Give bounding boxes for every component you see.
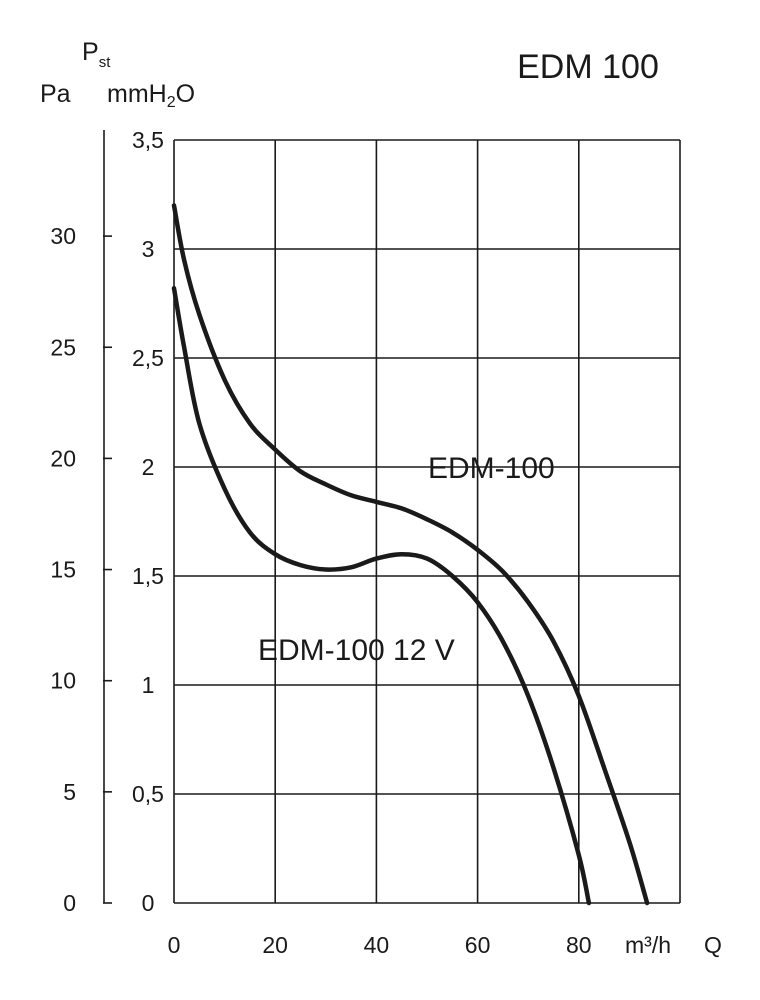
right-axis-tick-label: 1,5 xyxy=(132,563,164,589)
right-axis-tick-label: 3,5 xyxy=(132,127,164,153)
right-axis-ticks: 0 0,5 1 1,5 2 2,5 3 3,5 xyxy=(132,127,164,916)
x-axis-unit: m³/h xyxy=(625,932,671,958)
grid-layer xyxy=(173,139,681,904)
y-axis-right-unit-sub: 2 xyxy=(167,94,176,111)
y-axis-right-unit-prefix: mmH xyxy=(107,80,167,108)
left-axis: 0 5 10 15 20 25 30 xyxy=(50,130,112,916)
y-axis-label-sub: st xyxy=(99,54,112,71)
x-axis-tick-label: 0 xyxy=(168,932,181,958)
x-axis-tick-label: 40 xyxy=(364,932,390,958)
y-axis-right-unit-suffix: O xyxy=(176,80,195,108)
right-axis-tick-label: 2 xyxy=(142,454,155,480)
y-axis-label: Pst xyxy=(82,38,111,71)
y-axis-left-unit: Pa xyxy=(40,80,71,108)
series-line-edm-100-12v xyxy=(171,285,592,906)
chart-title: EDM 100 xyxy=(517,48,659,86)
left-axis-tick-label: 20 xyxy=(50,445,76,471)
left-axis-tick-label: 5 xyxy=(63,779,76,805)
right-axis-tick-label: 2,5 xyxy=(132,345,164,371)
left-axis-tick-label: 25 xyxy=(50,334,76,360)
left-axis-tick-label: 30 xyxy=(50,223,76,249)
right-axis-tick-label: 3 xyxy=(142,236,155,262)
x-axis-tick-label: 20 xyxy=(262,932,288,958)
series-label-edm-100: EDM-100 xyxy=(428,452,555,485)
x-axis-ticks: 0 20 40 60 80 xyxy=(168,932,592,958)
x-axis-label: Q xyxy=(704,932,722,958)
series-line-edm-100 xyxy=(171,203,650,906)
y-axis-label-main: P xyxy=(82,38,99,66)
x-axis-tick-label: 60 xyxy=(465,932,491,958)
left-axis-tick-label: 0 xyxy=(63,890,76,916)
right-axis-tick-label: 0 xyxy=(142,890,155,916)
x-axis-tick-label: 80 xyxy=(566,932,592,958)
series-label-edm-100-12v: EDM-100 12 V xyxy=(258,634,455,667)
y-axis-right-unit: mmH2O xyxy=(107,80,195,111)
series-layer xyxy=(171,203,650,906)
left-axis-tick-label: 15 xyxy=(50,557,76,583)
left-axis-tick-label: 10 xyxy=(50,668,76,694)
right-axis-tick-label: 0,5 xyxy=(132,781,164,807)
right-axis-tick-label: 1 xyxy=(142,672,155,698)
